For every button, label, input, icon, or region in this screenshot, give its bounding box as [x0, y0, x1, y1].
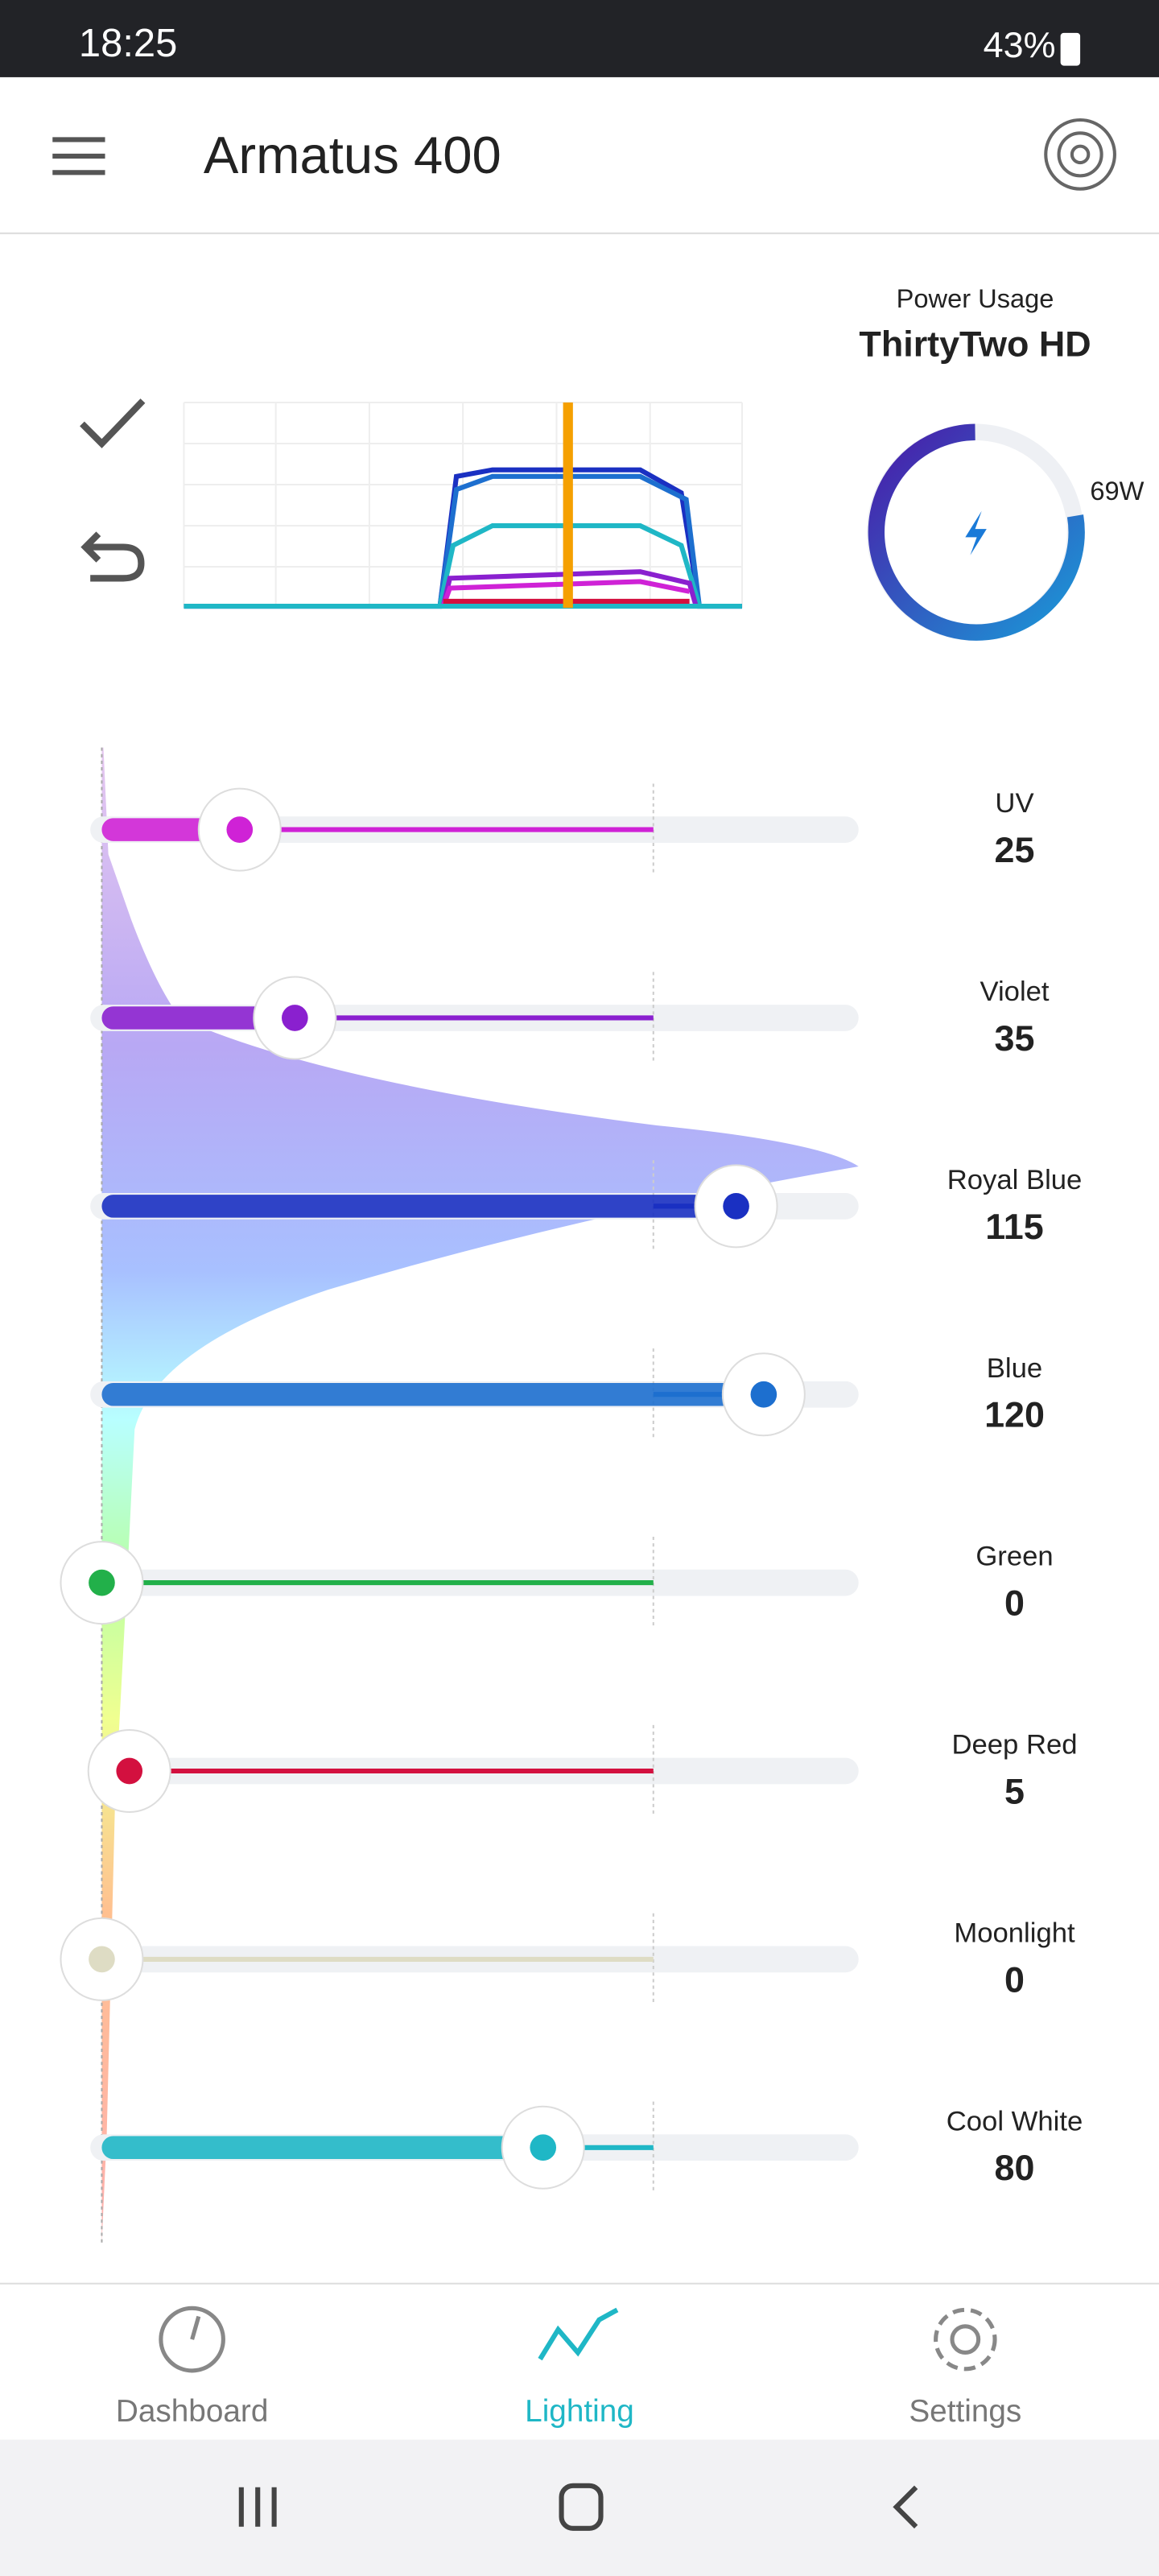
- power-watts: 69W: [1090, 476, 1144, 506]
- title: Armatus 400: [204, 126, 501, 184]
- power-label: Power Usage: [897, 283, 1054, 313]
- nav-label[interactable]: Dashboard: [116, 2394, 269, 2429]
- channel-name: Moonlight: [954, 1918, 1075, 1948]
- channel-value: 80: [995, 2147, 1035, 2188]
- slider-thumb-dot: [226, 816, 254, 843]
- channel-value: 35: [995, 1018, 1035, 1059]
- channel-name: Blue: [987, 1353, 1042, 1384]
- schedule-curves: [184, 402, 742, 609]
- battery-icon: [1060, 32, 1081, 66]
- slider-thumb-dot: [89, 1946, 115, 1973]
- battery: 43%: [984, 24, 1056, 65]
- channel-value: 25: [995, 829, 1035, 870]
- system-nav: [0, 2439, 1159, 2576]
- channel-value: 120: [984, 1394, 1045, 1435]
- channel-value: 115: [985, 1206, 1043, 1247]
- fixture-name: ThirtyTwo HD: [859, 323, 1091, 364]
- spectrum: [101, 747, 859, 2243]
- slider-thumb-dot: [750, 1381, 777, 1408]
- channel-name: UV: [995, 788, 1033, 819]
- slider-fill: [101, 1006, 295, 1030]
- time: 18:25: [79, 22, 177, 65]
- confirm-icon[interactable]: [80, 398, 146, 448]
- slider-thumb-dot: [282, 1005, 308, 1031]
- channel-name: Green: [975, 1542, 1053, 1572]
- power-icon: [965, 510, 987, 555]
- nav-label[interactable]: Settings: [909, 2394, 1021, 2429]
- channel-value: 5: [1004, 1770, 1025, 1811]
- channel-value: 0: [1004, 1959, 1025, 2000]
- channel-name: Deep Red: [951, 1730, 1077, 1761]
- channel-name: Violet: [980, 976, 1049, 1007]
- slider-thumb-dot: [530, 2134, 557, 2161]
- status-bar: [0, 0, 1159, 77]
- slider-thumb-dot: [116, 1757, 143, 1785]
- slider-thumb-dot: [89, 1569, 115, 1596]
- dashboard-icon[interactable]: [159, 2306, 225, 2373]
- lighting-icon[interactable]: [538, 2307, 619, 2361]
- settings-icon[interactable]: [934, 2307, 997, 2372]
- channel-name: Royal Blue: [947, 1165, 1083, 1195]
- menu-icon[interactable]: [52, 137, 105, 175]
- channel-value: 0: [1004, 1583, 1025, 1624]
- schedule-grid: [183, 401, 743, 609]
- undo-icon[interactable]: [80, 531, 145, 582]
- power-ring: [868, 423, 1085, 641]
- system-buttons[interactable]: [238, 2483, 918, 2531]
- slider-thumb-dot: [723, 1193, 749, 1220]
- nav-label[interactable]: Lighting: [525, 2394, 634, 2429]
- connect-icon[interactable]: [1044, 118, 1116, 191]
- channel-name: Cool White: [947, 2106, 1083, 2136]
- slider-fill: [101, 2136, 543, 2160]
- slider-fill: [101, 1195, 736, 1218]
- slider-fill: [101, 1382, 764, 1406]
